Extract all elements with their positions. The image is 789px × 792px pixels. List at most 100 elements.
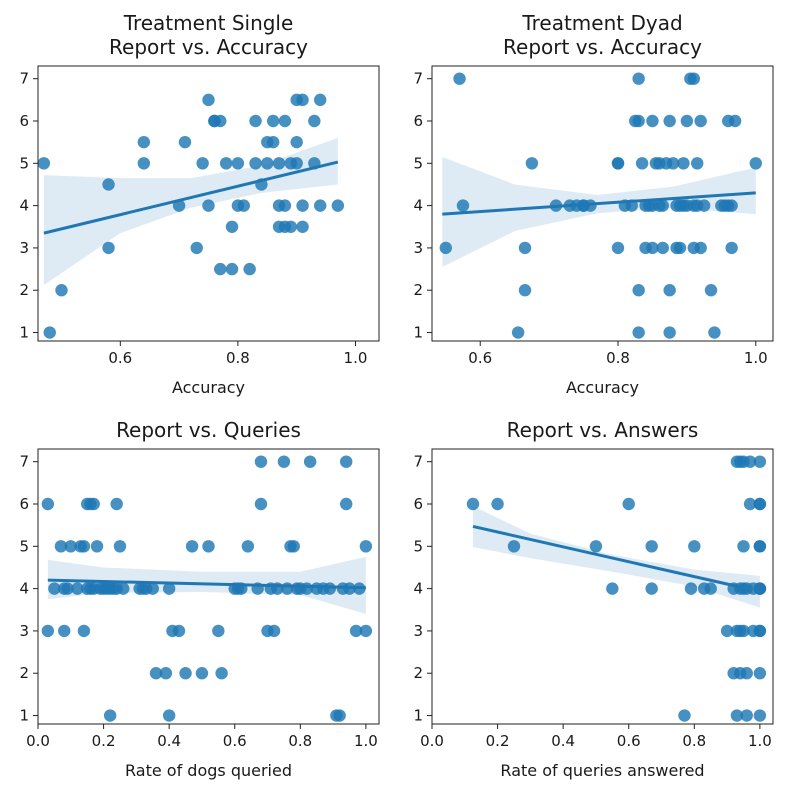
data-point [225, 262, 239, 276]
plot-frame [431, 448, 774, 725]
data-point [694, 114, 707, 128]
data-point [323, 582, 337, 595]
data-point [684, 582, 698, 595]
data-point [753, 455, 767, 468]
plot-frame [37, 448, 380, 725]
x-tick-label: 0.2 [92, 732, 116, 750]
data-point [278, 199, 292, 212]
y-tick-label: 2 [19, 281, 29, 299]
x-tick-label: 0.0 [26, 732, 50, 750]
chart-title: Report vs. Answers [507, 418, 699, 442]
x-tick-label: 0.0 [420, 732, 444, 750]
data-point [753, 582, 767, 595]
data-point [359, 624, 373, 638]
y-tick-label: 7 [19, 70, 29, 88]
data-point [753, 709, 767, 722]
data-point [202, 540, 215, 553]
data-point [159, 667, 173, 680]
data-point [511, 326, 525, 339]
y-tick-label: 5 [19, 537, 29, 555]
data-point [243, 262, 256, 276]
data-point [254, 455, 268, 468]
data-point [314, 199, 327, 212]
chart-report-vs-accuracy-dyad: Treatment Dyad Report vs. Accuracy 0.6 0.8 1… [413, 11, 774, 397]
y-tick-label: 7 [413, 70, 423, 88]
data-point [666, 157, 680, 170]
data-point [214, 114, 227, 128]
data-point [740, 709, 753, 722]
data-point [753, 624, 767, 638]
data-point [704, 582, 717, 595]
data-point [277, 455, 291, 468]
data-point [525, 157, 539, 170]
data-point [691, 157, 704, 170]
chart-title-line: Report vs. Accuracy [503, 35, 702, 59]
chart-title-line: Report vs. Accuracy [109, 35, 308, 59]
y-tick-label: 6 [413, 495, 423, 513]
data-point [102, 241, 115, 255]
x-tick-label: 1.0 [354, 732, 378, 750]
data-point [249, 157, 262, 170]
data-point [146, 582, 159, 595]
x-tick-label: 0.6 [617, 732, 641, 750]
y-tick-label: 2 [413, 281, 423, 299]
data-point [195, 667, 209, 680]
data-point [190, 241, 203, 255]
x-axis-label: Accuracy [172, 378, 245, 397]
y-tick-label: 5 [413, 154, 423, 172]
data-point [215, 667, 228, 680]
y-tick-label: 3 [413, 622, 423, 640]
y-tick-label: 4 [19, 197, 29, 215]
data-point [491, 497, 504, 511]
data-point [278, 114, 292, 128]
data-point [740, 667, 753, 680]
chart-title: Treatment Dyad Report vs. Accuracy [503, 11, 702, 59]
chart-report-vs-queries: Report vs. Queries 0.0 0.2 0.4 0.6 0.8 1.0 1 2 3 4… [19, 418, 380, 780]
x-tick-label: 1.0 [748, 732, 772, 750]
y-tick-label: 1 [19, 707, 29, 725]
data-point [71, 582, 84, 595]
chart-report-vs-accuracy-single: Treatment Single Report vs. Accuracy 0.6 0.… [19, 11, 380, 397]
data-point [737, 624, 750, 638]
data-point [231, 157, 245, 170]
data-point [753, 497, 767, 511]
data-point [137, 135, 151, 149]
data-point [340, 455, 353, 468]
data-point [656, 199, 669, 212]
data-point [635, 157, 649, 170]
chart-title: Report vs. Queries [116, 418, 301, 442]
chart-title-line: Treatment Dyad [521, 11, 682, 35]
data-point [688, 540, 701, 553]
data-point [290, 157, 303, 170]
data-point [314, 93, 327, 107]
data-point [456, 199, 470, 212]
data-point [708, 326, 721, 339]
data-point [333, 709, 346, 722]
data-point [117, 582, 130, 595]
data-point [749, 157, 762, 170]
y-tick-label: 3 [19, 622, 29, 640]
data-point [241, 540, 255, 553]
data-point [697, 199, 711, 212]
data-point [743, 455, 757, 468]
x-tick-label: 0.6 [223, 732, 247, 750]
data-point [64, 540, 77, 553]
x-tick-label: 0.6 [108, 349, 132, 367]
y-tick-label: 4 [413, 197, 423, 215]
data-point [179, 667, 192, 680]
data-point [646, 114, 659, 128]
data-point [656, 241, 669, 255]
data-point [48, 582, 61, 595]
y-tick-label: 6 [19, 495, 29, 513]
y-tick-label: 3 [413, 239, 423, 257]
data-point [303, 455, 317, 468]
y-tick-label: 7 [19, 453, 29, 471]
data-point [340, 497, 353, 511]
data-point [162, 582, 176, 595]
plot-frame [431, 65, 774, 342]
data-point [77, 624, 91, 638]
x-axis-label: Accuracy [566, 378, 639, 397]
x-tick-label: 0.2 [486, 732, 510, 750]
data-point [349, 624, 363, 638]
